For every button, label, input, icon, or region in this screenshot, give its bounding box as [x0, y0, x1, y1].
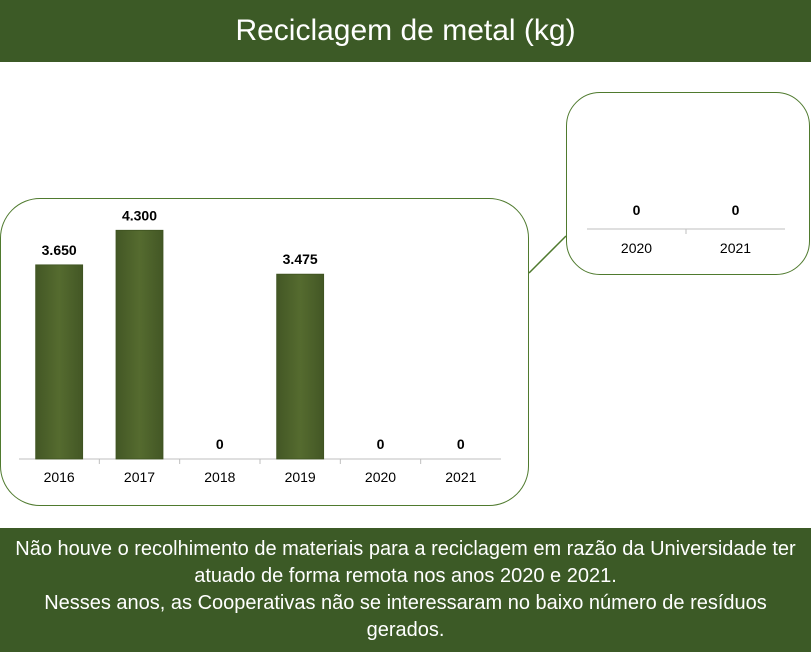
inset-data-label-2021: 0 [732, 202, 740, 218]
inset-x-tick-label-2021: 2021 [720, 240, 751, 256]
bar-2019 [276, 273, 325, 460]
x-tick-label-2016: 2016 [44, 469, 75, 485]
x-tick-label-2017: 2017 [124, 469, 155, 485]
bar-chart: 3.650 2016 4.300 2017 0 2018 3.475 2019 0 2020 0 20… [19, 207, 501, 485]
data-label-2020: 0 [377, 436, 385, 452]
x-tick-label-2019: 2019 [285, 469, 316, 485]
x-tick-label-2018: 2018 [204, 469, 235, 485]
data-label-2019: 3.475 [283, 251, 318, 267]
x-tick-label-2020: 2020 [365, 469, 396, 485]
zoom-inset-panel: 0 2020 0 2021 [566, 92, 810, 275]
zoom-inset-chart: 0 2020 0 2021 [587, 202, 785, 256]
main-chart-panel: 3.650 2016 4.300 2017 0 2018 3.475 2019 0 2020 0 20… [0, 198, 529, 506]
data-label-2018: 0 [216, 436, 224, 452]
page-title: Reciclagem de metal (kg) [235, 14, 576, 47]
bar-2016 [35, 264, 84, 460]
inset-data-label-2020: 0 [633, 202, 641, 218]
page-header: Reciclagem de metal (kg) [0, 0, 811, 62]
footer-note: Não houve o recolhimento de materiais pa… [0, 528, 811, 652]
data-label-2017: 4.300 [122, 207, 157, 223]
data-label-2021: 0 [457, 436, 465, 452]
x-tick-label-2021: 2021 [445, 469, 476, 485]
bar-2017 [115, 229, 164, 460]
footer-note-line1: Não houve o recolhimento de materiais pa… [15, 538, 796, 587]
data-label-2016: 3.650 [42, 242, 77, 258]
inset-x-tick-label-2020: 2020 [621, 240, 652, 256]
footer-note-line2: Nesses anos, as Cooperativas não se inte… [44, 592, 767, 641]
